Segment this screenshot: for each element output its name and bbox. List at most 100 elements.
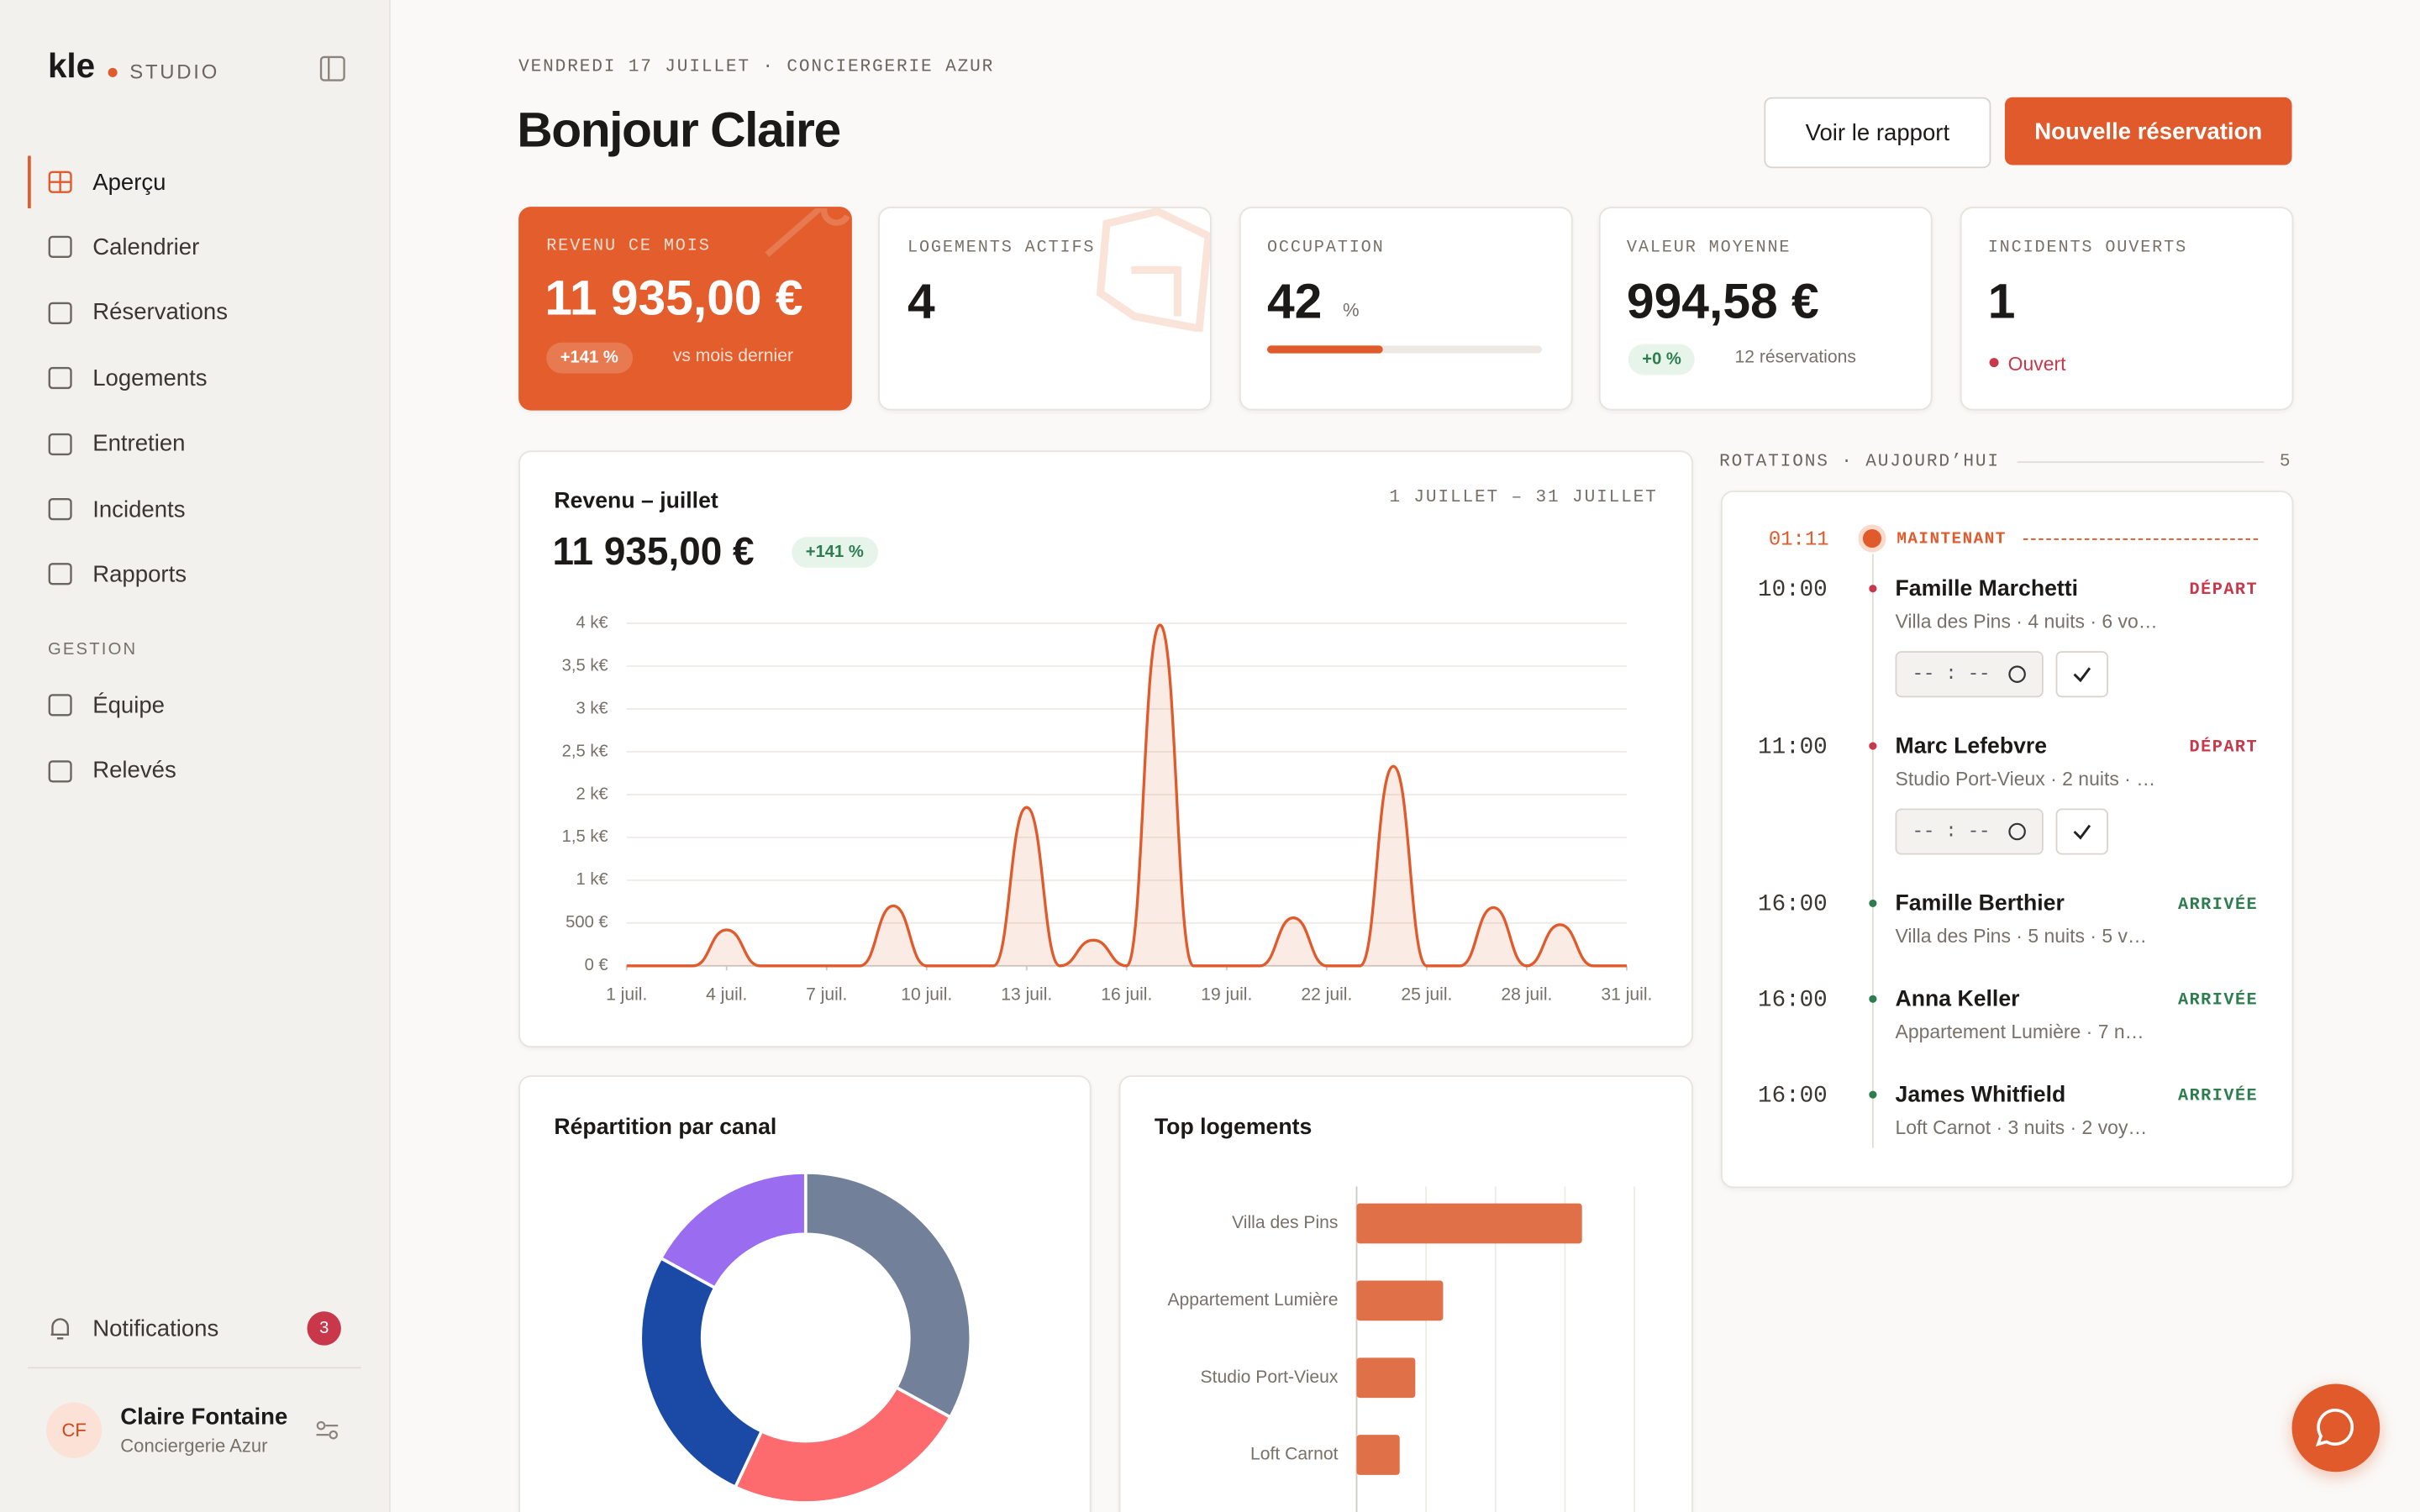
- rotation-type: ARRIVÉE: [2177, 992, 2259, 1011]
- check-icon: [2073, 824, 2091, 840]
- y-tick-label: 3,5 k€: [562, 656, 608, 675]
- icon-shape: [48, 694, 72, 717]
- brand: kle: [47, 46, 96, 86]
- bar: [1356, 1435, 1400, 1475]
- now-time: 01:11: [1768, 528, 1829, 551]
- nav-icon: [48, 497, 72, 521]
- brand-dot: [108, 67, 118, 77]
- kpi-label: REVENU CE MOIS: [546, 237, 711, 256]
- nav-item[interactable]: Incidents: [28, 483, 361, 535]
- bar-label: Studio Port-Vieux: [1201, 1368, 1339, 1387]
- nav-item[interactable]: Entretien: [28, 417, 361, 470]
- guest-name: Famille Marchetti: [1895, 576, 2079, 602]
- rotation-detail: Appartement Lumière · 7 n…: [1895, 1021, 2144, 1043]
- nav-label: Incidents: [92, 496, 186, 522]
- rotation-dot: [1869, 995, 1877, 1003]
- progress-track: [1266, 345, 1542, 354]
- user-org: Conciergerie Azur: [120, 1435, 268, 1457]
- kpi-status: Ouvert: [2007, 353, 2066, 375]
- icon-shape: [48, 302, 72, 324]
- status-dot: [1989, 358, 1999, 368]
- kpi-card: OCCUPATION 42 %: [1239, 207, 1573, 411]
- time-placeholder: -- : --: [1912, 821, 1991, 843]
- x-tick-label: 7 juil.: [806, 984, 847, 1004]
- kpi-note: vs mois dernier: [672, 347, 794, 366]
- card-title: Top logements: [1154, 1115, 1313, 1141]
- y-tick-label: 2 k€: [576, 785, 608, 803]
- delta-text: +141 %: [805, 543, 864, 562]
- time-input[interactable]: -- : --: [1895, 808, 2044, 855]
- kpi-value: 994,58 €: [1626, 273, 1819, 329]
- nav-item[interactable]: Relevés: [28, 744, 361, 796]
- icon-shape: [2073, 824, 2091, 840]
- nav-label: Réservations: [92, 299, 229, 327]
- x-tick-label: 19 juil.: [1201, 984, 1252, 1004]
- clock-icon: [2008, 822, 2026, 841]
- x-tick-label: 1 juil.: [606, 984, 647, 1004]
- check-icon: [2073, 667, 2091, 683]
- line: [626, 623, 1627, 968]
- revenue-total: 11 935,00 €: [552, 530, 755, 575]
- nav-item[interactable]: Rapports: [28, 549, 361, 601]
- guest-name: Marc Lefebvre: [1895, 734, 2048, 759]
- rotation-detail: Villa des Pins · 4 nuits · 6 vo…: [1895, 611, 2158, 633]
- nav-item[interactable]: Réservations: [28, 286, 361, 339]
- kpi-card: VALEUR MOYENNE 994,58 € +0 % 12 réservat…: [1598, 207, 1933, 411]
- now-line: [2023, 538, 2259, 540]
- decor: [765, 207, 850, 257]
- timeline: [1871, 554, 1874, 1148]
- divider: [28, 1367, 361, 1369]
- chat-icon: [2315, 1408, 2354, 1446]
- y-tick-label: 2,5 k€: [562, 742, 608, 760]
- eyebrow: VENDREDI 17 JUILLET · CONCIERGERIE AZUR: [518, 56, 995, 77]
- settings-button[interactable]: [315, 1418, 339, 1442]
- collapse-button[interactable]: [319, 55, 345, 81]
- rotations-card: 01:11 MAINTENANT 10:00 Famille Marchetti V…: [1720, 491, 2294, 1189]
- y-tick-label: 1,5 k€: [562, 827, 608, 846]
- x-tick-label: 22 juil.: [1301, 984, 1352, 1004]
- nav-label: Aperçu: [92, 169, 166, 196]
- notifications-label: Notifications: [92, 1315, 219, 1342]
- y-tick-label: 500 €: [566, 913, 608, 932]
- bar-label: Appartement Lumière: [1167, 1290, 1338, 1310]
- kpi-label: INCIDENTS OUVERTS: [1987, 239, 2188, 258]
- confirm-button[interactable]: [2055, 808, 2108, 855]
- nav-item[interactable]: Aperçu: [28, 155, 364, 208]
- chat-button[interactable]: [2291, 1383, 2381, 1473]
- rotation-type: DÉPART: [2189, 738, 2259, 758]
- icon-shape: [2073, 667, 2091, 683]
- icon-shape: [48, 367, 72, 390]
- x-tick-label: 10 juil.: [901, 984, 952, 1004]
- kpi-delta: +0 %: [1628, 344, 1696, 375]
- confirm-button[interactable]: [2055, 651, 2108, 698]
- card-title: Revenu – juillet: [554, 489, 718, 514]
- donut-chart: [639, 1171, 973, 1504]
- notifications[interactable]: Notifications: [28, 1302, 361, 1354]
- nav-item[interactable]: Équipe: [28, 679, 361, 731]
- nav-icon: [48, 563, 72, 586]
- rotation-detail: Loft Carnot · 3 nuits · 2 voy…: [1895, 1116, 2148, 1139]
- nav-label: Entretien: [92, 430, 186, 457]
- brand-sub: STUDIO: [129, 60, 220, 84]
- time-input[interactable]: -- : --: [1895, 651, 2044, 698]
- channel-card: Répartition par canal: [518, 1075, 1092, 1512]
- sidebar: kle STUDIO GESTION Notifications 3 CF Cl…: [0, 0, 391, 1512]
- page-title: Bonjour Claire: [517, 102, 841, 158]
- nav-label: Relevés: [92, 757, 176, 785]
- card-title: Répartition par canal: [554, 1115, 777, 1141]
- kpi-value: 11 935,00 €: [544, 270, 803, 326]
- rotation-time: 16:00: [1758, 987, 1828, 1014]
- bell-icon: [50, 1318, 70, 1340]
- rotation-type: ARRIVÉE: [2177, 896, 2259, 916]
- nav-item[interactable]: Calendrier: [28, 221, 361, 273]
- nav-label: Logements: [92, 365, 208, 391]
- icon-shape: [48, 497, 72, 521]
- rotation-count: 5: [2279, 452, 2291, 473]
- rotation-dot: [1869, 899, 1877, 908]
- nav-item[interactable]: Logements: [28, 352, 361, 404]
- x-tick-label: 4 juil.: [706, 984, 747, 1004]
- report-button[interactable]: Voir le rapport: [1764, 97, 1991, 169]
- new-booking-button[interactable]: Nouvelle réservation: [2004, 97, 2292, 165]
- icon-shape: [48, 236, 72, 259]
- y-tick-label: 4 k€: [576, 613, 608, 632]
